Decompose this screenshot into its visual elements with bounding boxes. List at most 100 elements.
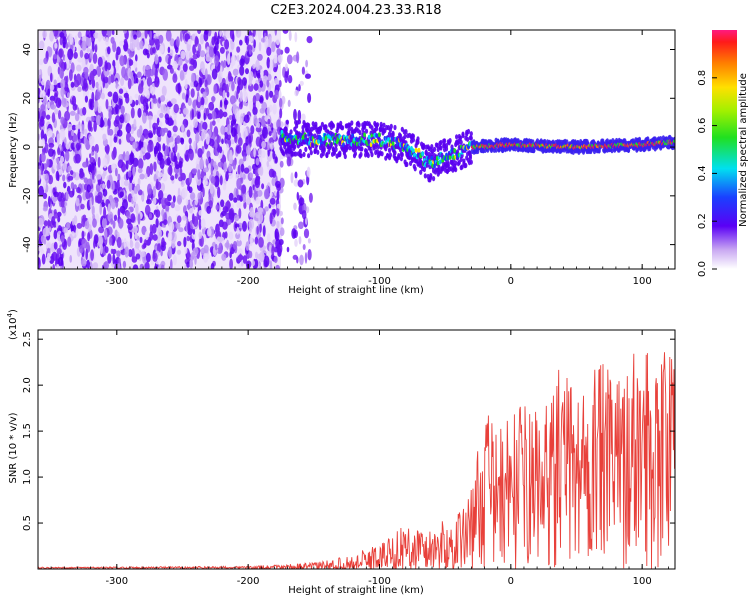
noise-speckle xyxy=(176,194,182,205)
snr-y-tick-label: 2.5 xyxy=(22,331,33,347)
noise-speckle xyxy=(273,54,278,64)
snr-y-multiplier: (x104) xyxy=(6,309,19,340)
noise-speckle xyxy=(255,126,262,133)
noise-speckle xyxy=(69,255,72,263)
signal-halo xyxy=(469,131,473,137)
noise-speckle xyxy=(193,140,197,150)
noise-speckle xyxy=(272,103,277,115)
snr-frame xyxy=(37,329,676,570)
noise-speckle xyxy=(54,42,58,49)
noise-speckle xyxy=(38,40,45,50)
noise-speckle xyxy=(266,57,271,69)
snr-series-line xyxy=(38,352,675,569)
noise-speckle xyxy=(198,218,202,231)
noise-speckle xyxy=(130,128,134,135)
noise-speckle xyxy=(284,46,290,54)
noise-speckle xyxy=(142,155,147,161)
noise-speckle xyxy=(158,56,162,63)
noise-speckle xyxy=(242,173,246,180)
noise-speckle xyxy=(279,160,284,168)
noise-speckle xyxy=(235,145,242,154)
signal-core xyxy=(412,148,415,154)
noise-speckle xyxy=(223,161,228,173)
noise-speckle xyxy=(80,259,87,267)
noise-speckle xyxy=(203,112,206,121)
noise-speckle xyxy=(254,179,260,186)
noise-speckle xyxy=(142,112,147,124)
noise-speckle xyxy=(77,31,82,39)
noise-speckle xyxy=(209,138,215,147)
noise-speckle xyxy=(169,141,175,148)
noise-speckle xyxy=(240,113,244,124)
noise-speckle xyxy=(196,176,202,186)
noise-speckle xyxy=(112,181,115,192)
signal-halo xyxy=(309,150,313,156)
noise-speckle xyxy=(170,98,177,105)
signal-halo xyxy=(284,126,288,132)
colorbar-ticks: 0.0 0.2 0.4 0.6 0.8 xyxy=(697,70,717,277)
noise-speckle xyxy=(46,225,51,233)
noise-speckle xyxy=(92,262,99,269)
colorbar-tick-label: 0.8 xyxy=(697,70,708,86)
noise-speckle xyxy=(208,46,215,58)
noise-speckle xyxy=(101,217,107,229)
noise-speckle xyxy=(293,202,297,211)
noise-speckle xyxy=(213,45,217,55)
signal-core xyxy=(453,148,457,154)
signal-halo xyxy=(400,152,404,158)
noise-speckle xyxy=(118,218,124,229)
noise-speckle xyxy=(238,208,242,219)
signal-core xyxy=(321,136,325,142)
signal-halo xyxy=(389,123,393,129)
noise-speckle xyxy=(108,75,112,85)
noise-speckle xyxy=(135,99,139,106)
noise-speckle xyxy=(92,218,97,228)
noise-speckle xyxy=(111,150,116,161)
noise-speckle xyxy=(73,73,77,82)
spectrogram-x-tick-label: 0 xyxy=(508,276,514,287)
signal-halo xyxy=(357,122,361,128)
noise-speckle xyxy=(232,68,239,77)
noise-speckle xyxy=(139,125,143,136)
noise-speckle xyxy=(81,57,86,70)
noise-speckle xyxy=(157,172,163,178)
noise-speckle xyxy=(128,95,133,105)
noise-speckle xyxy=(222,90,226,99)
noise-speckle xyxy=(226,133,231,141)
noise-speckle xyxy=(137,107,142,118)
noise-speckle xyxy=(307,92,312,104)
noise-speckle xyxy=(237,79,244,91)
noise-speckle xyxy=(239,65,245,76)
noise-speckle xyxy=(97,156,101,168)
noise-speckle xyxy=(157,228,162,239)
noise-speckle xyxy=(165,30,172,42)
noise-speckle xyxy=(286,54,293,65)
noise-speckle xyxy=(69,33,74,45)
noise-speckle xyxy=(162,68,168,81)
noise-speckle xyxy=(145,102,149,111)
noise-speckle xyxy=(272,128,277,141)
signal-halo xyxy=(423,173,427,179)
noise-speckle xyxy=(240,163,245,173)
noise-speckle xyxy=(239,58,245,67)
noise-speckle xyxy=(59,32,65,38)
snr-y-tick-label: 1.5 xyxy=(22,423,33,439)
noise-speckle xyxy=(42,206,48,212)
noise-speckle xyxy=(154,54,159,65)
spectrogram-x-tick-label: -200 xyxy=(237,276,260,287)
noise-speckle xyxy=(56,248,62,255)
noise-speckle xyxy=(102,133,107,141)
signal-halo xyxy=(443,138,447,144)
noise-speckle xyxy=(230,139,235,145)
colorbar-tick-label: 0.0 xyxy=(697,261,708,277)
noise-speckle xyxy=(297,109,302,122)
noise-speckle xyxy=(253,147,256,158)
noise-speckle xyxy=(140,147,146,158)
noise-speckle xyxy=(198,231,203,239)
noise-speckle xyxy=(110,218,114,225)
snr-x-tick-label: 0 xyxy=(508,576,514,587)
noise-speckle xyxy=(217,161,224,168)
noise-speckle xyxy=(222,111,228,118)
noise-speckle xyxy=(138,94,141,106)
snr-x-tick-label: -100 xyxy=(368,576,391,587)
